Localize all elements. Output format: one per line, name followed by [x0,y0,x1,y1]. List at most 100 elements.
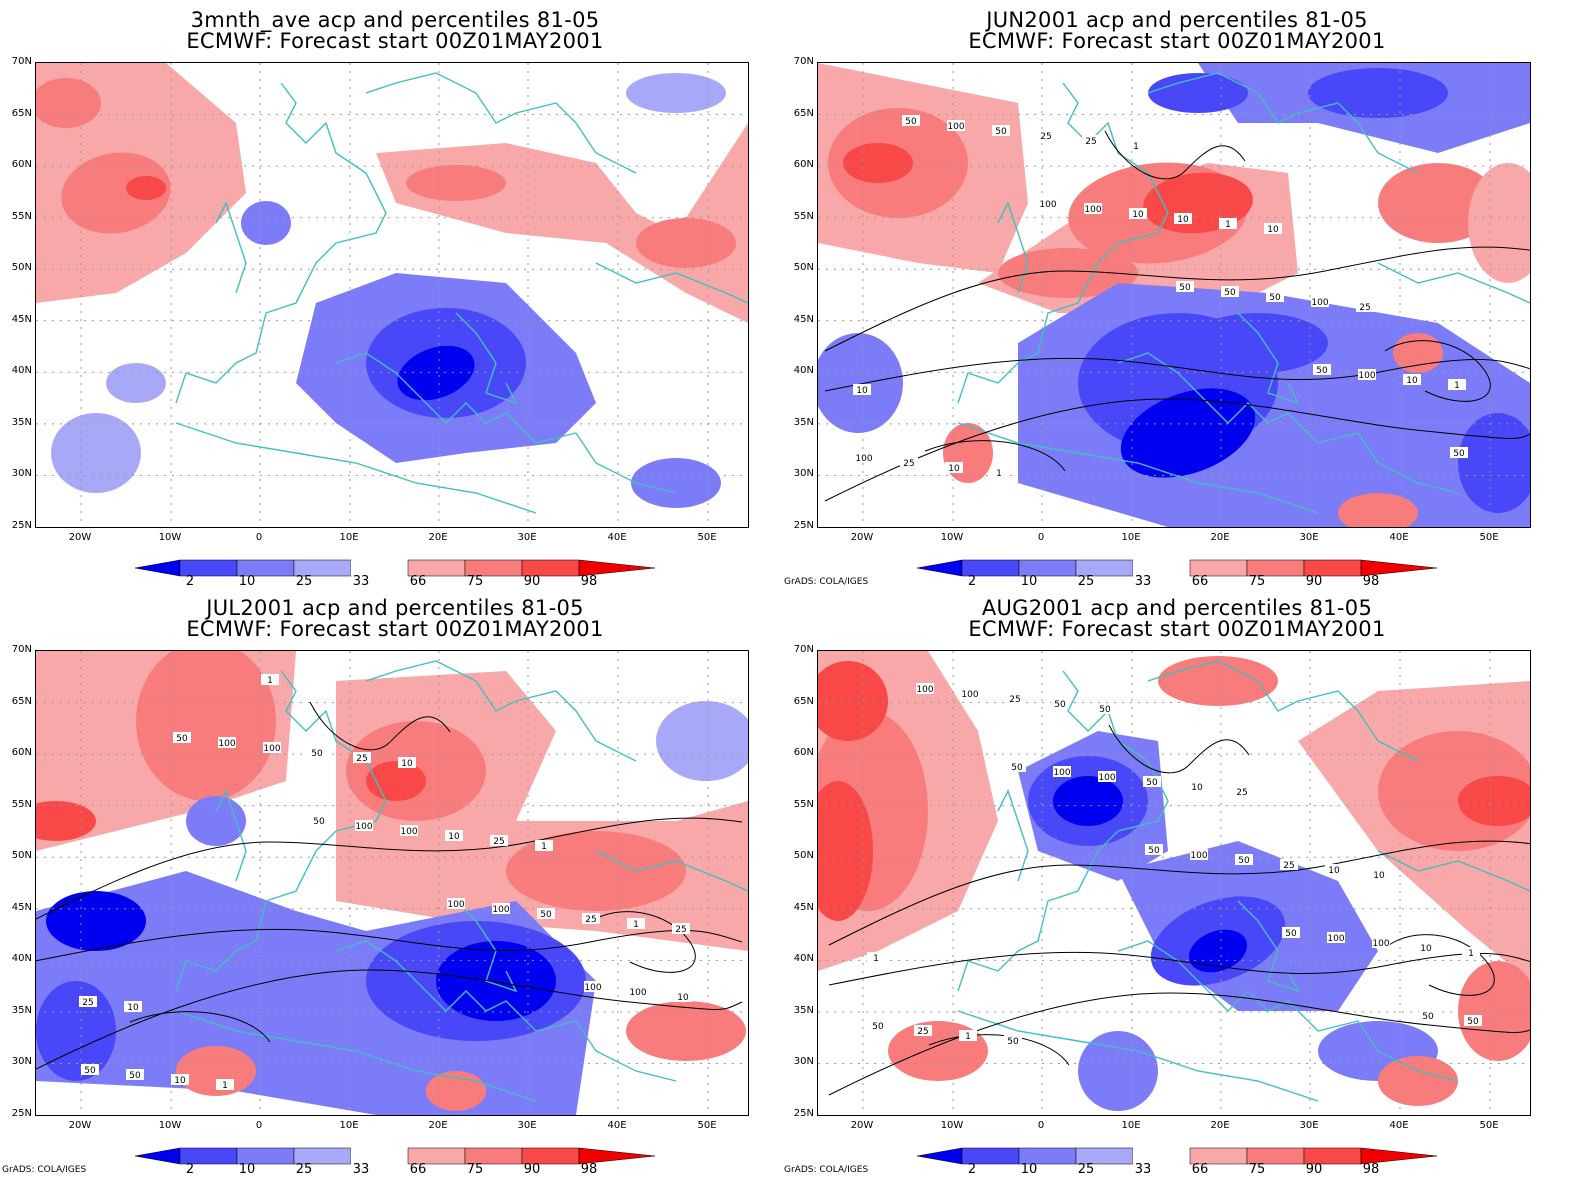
latitude-label: 50N [11,262,32,274]
colorbar-label: 75 [466,574,484,589]
panel-title: JUL2001 acp and percentiles 81-05 [206,596,584,620]
contour-label: 50 [1054,700,1066,710]
latitude-label: 45N [793,901,814,913]
panel-title: AUG2001 acp and percentiles 81-05 [981,596,1373,620]
anomaly-area [106,363,166,403]
map-panel-p4: AUG2001 acp and percentiles 81-05 ECMWF: … [782,588,1572,1186]
longitude-label: 20E [1210,1120,1230,1131]
contour-label: 50 [1148,846,1160,856]
coastline [175,72,748,514]
graticule [818,63,1530,527]
contour-label: 1 [996,469,1002,479]
colorbar-label: 25 [1077,574,1095,589]
colorbar-label: 25 [1077,1162,1095,1177]
anomaly-area [436,941,556,1021]
anomaly-area [1053,776,1123,826]
longitude-label: 10W [940,1120,964,1131]
longitude-label: 10W [158,1120,182,1131]
colorbar-label: 33 [352,1162,370,1177]
anomaly-area [1120,388,1256,478]
latitude-label: 25N [793,1108,814,1119]
anomaly-area [406,165,506,201]
anomaly-area [61,152,171,234]
contour-label: 50 [1011,763,1023,773]
longitude-label: 0 [255,532,263,543]
colorbar-segment [351,1148,408,1164]
contour-label: 10 [174,1076,186,1086]
anomaly-area [1468,163,1530,283]
panel-title: JUN2001 acp and percentiles 81-05 [986,8,1368,32]
contour-label: 100 [1190,851,1207,861]
anomaly-area [626,1001,746,1061]
longitude-label: 20W [850,532,874,543]
latitude-label: 65N [11,695,32,707]
longitude-label: 20W [68,1120,92,1131]
latitude-label: 65N [11,107,32,119]
contour-label: 10 [856,386,868,396]
latitude-label: 50N [11,850,32,862]
latitude-label: 60N [11,159,32,171]
latitude-label: 25N [793,520,814,531]
anomaly-area [631,458,721,508]
contour-label: 100 [947,122,964,132]
contour-label: 25 [1040,132,1051,142]
colorbar [917,1147,1437,1165]
colorbar-label: 2 [967,574,977,589]
contour-label: 1 [633,920,639,930]
latitude-label: 55N [11,798,32,810]
colorbar-label: 90 [1305,574,1323,589]
contour-label: 1 [1454,381,1460,391]
latitude-label: 45N [11,313,32,325]
contour-label: 100 [218,739,235,749]
colorbar-segment [917,559,963,577]
colorbar-label: 75 [1248,1162,1266,1177]
longitude-label: 50E [1479,1120,1499,1131]
contour-label: 100 [355,822,372,832]
contour-label: 100 [1327,934,1344,944]
longitude-label: 0 [1037,1120,1045,1131]
anomaly-area [818,661,888,741]
contour-label: 1 [222,1081,228,1091]
anomaly-area [397,345,475,401]
colorbar-label: 10 [238,1162,256,1177]
colorbar-label: 2 [967,1162,977,1177]
map-panel-p2: JUN2001 acp and percentiles 81-05 ECMWF: … [782,0,1572,598]
colorbar-label: 66 [409,1162,427,1177]
anomaly-area [1148,73,1248,113]
graticule [36,651,748,1115]
latitude-label: 50N [793,262,814,274]
latitude-label: 70N [793,644,814,655]
longitude-label: 10E [1121,532,1141,543]
latitude-label: 70N [793,56,814,67]
longitude-label: 20E [1210,532,1230,543]
contour-label: 10 [1132,210,1144,220]
colorbar-segment [351,560,408,576]
panel-subtitle: ECMWF: Forecast start 00Z01MAY2001 [186,29,604,53]
contour-label: 100 [447,900,464,910]
longitude-label: 30E [1299,532,1319,543]
contour-label: 10 [1191,783,1203,793]
contour-label: 25 [903,459,914,469]
contour-label: 50 [1316,366,1328,376]
latitude-label: 30N [11,1056,32,1068]
contour-label: 50 [1453,449,1465,459]
anomaly-area [36,981,116,1081]
contour-label: 50 [84,1066,96,1076]
contour-label: 100 [1311,298,1328,308]
colorbar-label: 2 [185,574,195,589]
grads-credit: GrADS: COLA/IGES [2,1165,87,1175]
contour-label: 50 [872,1022,884,1032]
anomaly-field: 50 50 50 50 100 100 100 100 50 100 100 50 100 50 25 50 2… [818,651,1530,1115]
contour-label: 10 [677,993,689,1003]
latitude-label: 60N [793,747,814,759]
latitude-label: 60N [793,159,814,171]
contour-label: 100 [1039,200,1056,210]
longitude-label: 10E [339,532,359,543]
contour-label: 25 [493,837,504,847]
anomaly-field: 50 50 100 100 50 100 100 100 100 50 100 100 50 10 10 50… [36,651,748,1115]
longitude-label: 40E [607,1120,627,1131]
longitude-label: 30E [1299,1120,1319,1131]
contour-label: 10 [127,1003,139,1013]
longitude-label: 50E [1479,532,1499,543]
latitude-label: 65N [793,695,814,707]
